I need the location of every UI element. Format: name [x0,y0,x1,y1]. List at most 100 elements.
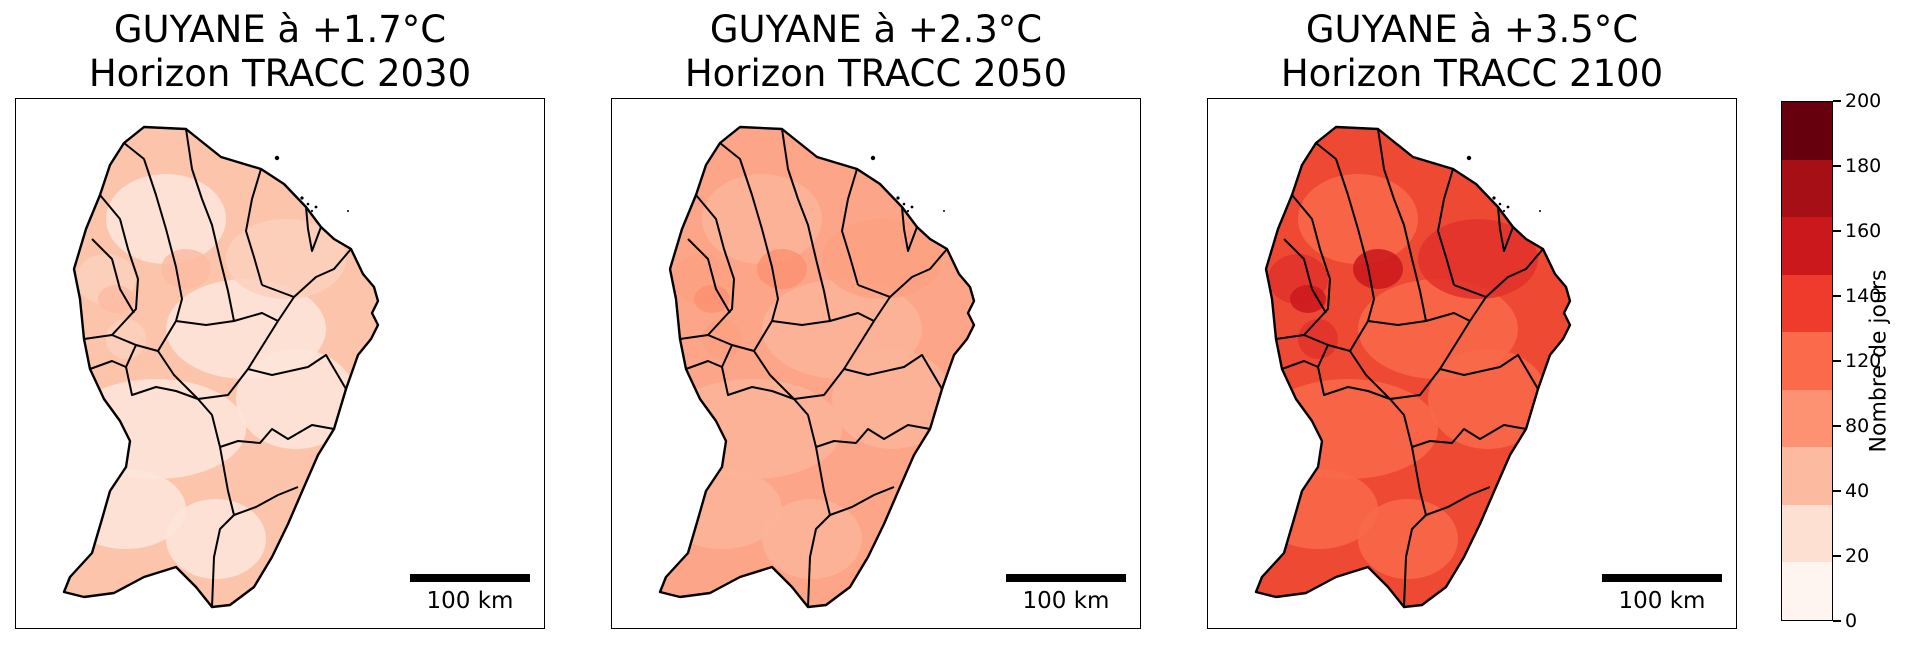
colorbar-tick [1833,425,1841,427]
colorbar-segment [1782,447,1832,505]
scale-bar-label: 100 km [1022,588,1110,614]
commune-boundary [99,194,139,336]
guyane-map [62,125,380,609]
value-zone [1358,499,1458,579]
colorbar [1781,101,1833,621]
commune-boundary [1315,142,1375,322]
title-horizon: Horizon TRACC 2050 [684,52,1068,95]
colorbar-tick-label: 0 [1845,610,1858,632]
colorbar-segment [1782,332,1832,390]
commune-boundary [233,486,299,516]
island [1539,210,1541,212]
commune-boundary [1425,486,1491,516]
scale-bar [1006,574,1126,582]
colorbar-tick [1833,230,1841,232]
map-panel-2030: GUYANE à +1.7°C Horizon TRACC 2030 100 k… [15,0,545,646]
value-zone [1418,219,1538,299]
colorbar-segment [1782,159,1832,218]
title-horizon: Horizon TRACC 2100 [1280,52,1664,95]
commune-boundary [793,320,875,400]
value-zone [1290,285,1326,313]
colorbar-tick-label: 140 [1845,285,1882,307]
island [300,196,304,200]
island [306,202,310,206]
value-zone [694,285,730,313]
value-zone [822,219,942,299]
island [870,155,876,161]
scale-bar-label: 100 km [1618,588,1706,614]
commune-boundary [1411,424,1527,448]
colorbar-tick-label: 120 [1845,350,1882,372]
commune-boundary [873,248,948,322]
commune-boundary [1437,168,1455,286]
commune-boundary [843,354,943,390]
territory-outline [1254,125,1572,609]
territory-outline [62,125,380,609]
commune-boundary [1367,312,1471,326]
commune-boundary [771,312,875,326]
commune-boundary [277,248,352,322]
colorbar-segment [1782,274,1832,333]
commune-boundary [719,142,779,322]
title-warming: GUYANE à +3.5°C [1305,8,1639,51]
commune-boundary [125,366,221,448]
colorbar-tick [1833,295,1841,297]
colorbar-tick [1833,620,1841,622]
commune-boundary [175,312,279,326]
island [347,210,349,212]
guyane-map [1254,125,1572,609]
value-zone [702,174,822,264]
commune-boundary [807,446,831,608]
guyane-map [658,125,976,609]
value-zone [1258,379,1438,479]
colorbar-tick [1833,555,1841,557]
commune-boundary [685,344,733,370]
colorbar-tick [1833,490,1841,492]
value-zone [702,319,742,359]
commune-boundary [1377,128,1427,322]
value-zone [660,419,707,459]
scale-bar-label: 100 km [426,588,514,614]
scale-bar [1602,574,1722,582]
commune-boundary [695,194,735,336]
commune-boundary [841,168,859,286]
colorbar-tick-label: 40 [1845,480,1870,502]
commune-boundary [211,446,235,608]
map-title: GUYANE à +3.5°C Horizon TRACC 2100 [1207,8,1737,96]
value-zone [1256,419,1303,459]
colorbar-segment [1782,389,1832,448]
commune-boundary [857,284,891,298]
colorbar-segment [1782,101,1832,160]
island [1498,202,1502,206]
commune-boundary [1469,248,1544,322]
commune-boundary [829,486,895,516]
island [902,202,906,206]
island [1466,155,1472,161]
island [314,205,318,209]
value-zone [662,469,782,549]
commune-boundary [157,350,199,400]
colorbar-tick-label: 20 [1845,545,1870,567]
commune-boundary [1291,194,1331,336]
commune-boundary [91,238,135,314]
commune-boundary [219,424,335,448]
value-zone [1258,469,1378,549]
value-zone [66,379,246,479]
colorbar-tick [1833,100,1841,102]
title-horizon: Horizon TRACC 2030 [88,52,472,95]
island [943,210,945,212]
commune-boundary [123,142,183,322]
value-zone [226,219,346,299]
scale-bar [410,574,530,582]
commune-boundary [901,206,918,252]
colorbar-label: Nombre de jours [1866,269,1892,453]
title-warming: GUYANE à +1.7°C [113,8,447,51]
commune-boundary [1497,206,1514,252]
commune-boundary [1283,238,1327,314]
map-frame: 100 km [1207,98,1737,629]
island [274,155,280,161]
commune-boundary [753,350,795,400]
commune-boundary [1281,344,1329,370]
colorbar-tick-label: 180 [1845,155,1882,177]
map-title: GUYANE à +1.7°C Horizon TRACC 2030 [15,8,545,96]
